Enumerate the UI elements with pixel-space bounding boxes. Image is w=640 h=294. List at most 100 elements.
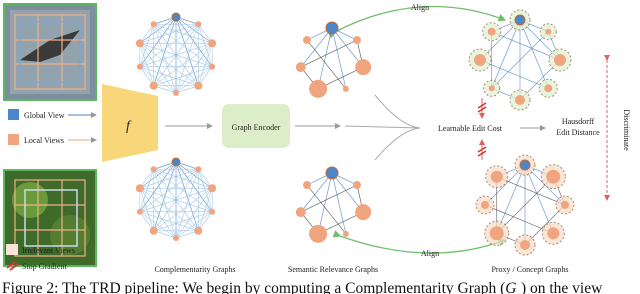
graph-node — [520, 240, 530, 250]
graph-edge — [139, 211, 177, 239]
encoder-shape — [102, 84, 158, 162]
bird-image — [3, 3, 97, 101]
graph-node — [135, 39, 144, 48]
graph-edge — [153, 24, 199, 86]
graph-node — [171, 12, 181, 22]
graph-node — [136, 208, 143, 215]
graph-node — [171, 157, 181, 167]
graph-node — [135, 184, 144, 193]
graph-edge — [331, 172, 364, 213]
graph-edge — [139, 42, 199, 87]
graph-node — [195, 166, 202, 173]
legend-label: Global View — [24, 111, 65, 120]
graph-edge — [139, 66, 199, 87]
graph-node — [514, 14, 526, 26]
caption: Figure 2: The TRD pipeline: We begin by … — [2, 280, 603, 294]
graph-node — [546, 169, 561, 184]
graph-node — [149, 81, 158, 90]
graph-node — [302, 36, 311, 45]
graph-node — [150, 21, 157, 28]
graph-node — [309, 224, 328, 243]
graph-edge — [175, 43, 213, 94]
graph-node — [544, 84, 553, 93]
caption-text: Figure 2: The TRD pipeline: We begin by … — [2, 280, 505, 294]
graph-node — [519, 159, 531, 171]
align-arc — [327, 5, 507, 39]
graph-edge — [139, 169, 154, 212]
graph-node — [295, 207, 306, 218]
graph-edge — [153, 168, 213, 189]
encoder-symbol: f — [126, 119, 132, 134]
stop-icon — [6, 261, 19, 271]
graph-node — [173, 90, 179, 96]
graph-edge — [331, 27, 347, 89]
legend-label: Irrelevant Views — [22, 246, 75, 255]
global-swatch — [8, 109, 19, 120]
graph-edge — [139, 43, 177, 94]
graph-edge — [153, 24, 177, 94]
graph-node — [149, 226, 158, 235]
caption-subscript: c — [516, 291, 521, 294]
graph-label: Proxy / Concept Graphs — [491, 265, 568, 274]
legend-label: Local Views — [24, 136, 64, 145]
graph-node — [489, 226, 504, 241]
graph-node — [554, 54, 566, 66]
graph-label: Semantic Relevance Graphs — [288, 265, 378, 274]
hausdorff: Hausdorff — [562, 117, 595, 126]
legend-label: Stop Gradient — [22, 262, 67, 271]
graph-edge — [139, 188, 177, 239]
graph-node — [547, 227, 560, 240]
graph-edge — [139, 43, 154, 86]
graph-node — [474, 54, 486, 66]
graph-encoder-box — [222, 104, 290, 148]
graph-node — [302, 181, 311, 190]
graph-node — [353, 36, 362, 45]
graph-node — [355, 204, 372, 221]
graph-node — [342, 85, 349, 92]
graph-label: Complementarity Graphs — [154, 265, 235, 274]
graph-node — [481, 201, 489, 209]
graph-node — [488, 85, 495, 92]
graph-node — [545, 28, 552, 35]
graph-encoder: Graph Encoder — [232, 123, 281, 132]
graph-edge — [139, 66, 177, 94]
stop-icon — [477, 102, 487, 157]
graph-edge — [491, 31, 549, 89]
graph-edge — [317, 27, 333, 89]
edit-cost: Learnable Edit Cost — [438, 124, 503, 133]
graph-edge — [306, 184, 347, 235]
graph-edge — [175, 161, 213, 212]
graph-node — [515, 95, 525, 105]
graph-node — [209, 208, 216, 215]
graph-edge — [153, 211, 213, 232]
graph-node — [209, 63, 216, 70]
graph-edge — [153, 66, 213, 87]
graph-node — [325, 166, 339, 180]
graph-edge — [153, 23, 213, 44]
graph-edge — [139, 168, 199, 189]
graph-node — [487, 27, 496, 36]
graph-node — [295, 62, 306, 73]
graph-edge — [491, 31, 561, 61]
graph-edge — [139, 16, 177, 67]
discriminate: Discriminate — [622, 109, 631, 151]
graph-edge — [496, 176, 566, 206]
graph-edge — [300, 172, 333, 213]
hausdorff: Edit Distance — [556, 128, 600, 137]
irrelevant-swatch — [6, 244, 18, 255]
graph-edge — [306, 39, 347, 90]
graph-edge — [139, 24, 154, 67]
graph-node — [309, 79, 328, 98]
graph-edge — [153, 169, 177, 239]
align-label: Align — [421, 249, 439, 258]
graph-node — [194, 226, 203, 235]
caption-text: ) on the view — [521, 280, 603, 294]
graph-edge — [300, 184, 358, 213]
graph-node — [208, 39, 217, 48]
graph-edge — [300, 39, 358, 68]
graph-node — [136, 63, 143, 70]
graph-node — [150, 166, 157, 173]
graph-edge — [139, 187, 199, 232]
graph-edge — [317, 172, 333, 234]
